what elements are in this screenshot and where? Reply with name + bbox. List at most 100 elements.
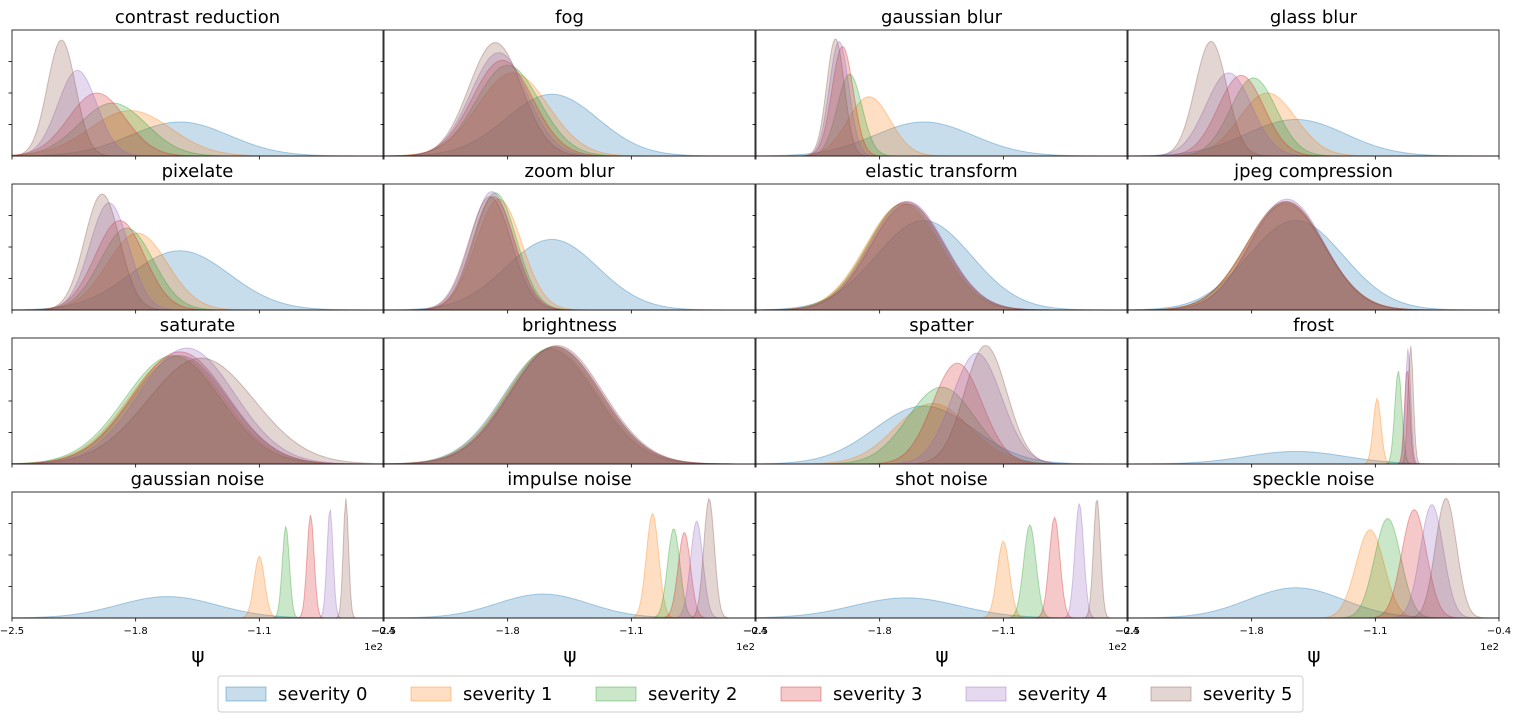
panel-title: fog xyxy=(555,7,584,28)
kde-curves xyxy=(1127,198,1500,311)
x-tick-label: −1.1 xyxy=(619,626,643,637)
legend-entry: severity 4 xyxy=(965,684,1107,705)
panel-title: spatter xyxy=(909,315,974,336)
panel-shot-noise: shot noise −2.5 −1.8 −1.1 −0.4 1e2 ψ xyxy=(744,469,1139,667)
x-tick-label: −0.4 xyxy=(371,626,395,637)
x-tick-label: −0.4 xyxy=(743,626,767,637)
x-tick-label: −1.1 xyxy=(1363,626,1387,637)
x-tick-label: −2.5 xyxy=(744,626,768,637)
x-tick-label: −2.5 xyxy=(372,626,396,637)
panel-title: gaussian blur xyxy=(881,7,1003,28)
panel-title: frost xyxy=(1293,315,1334,336)
legend-entry: severity 2 xyxy=(595,684,737,705)
panel-pixelate: pixelate xyxy=(8,161,384,314)
kde-severity-5 xyxy=(1127,201,1499,311)
legend-swatch xyxy=(965,686,1007,702)
x-tick-label: −1.8 xyxy=(124,626,148,637)
legend-label: severity 5 xyxy=(1203,684,1292,705)
kde-severity-0 xyxy=(755,220,1128,311)
kde-curves xyxy=(11,193,384,311)
kde-curves xyxy=(1127,497,1499,619)
kde-severity-5 xyxy=(755,203,1127,311)
x-axis-label: ψ xyxy=(935,643,948,667)
legend-entry: severity 5 xyxy=(1150,684,1292,705)
x-offset-label: 1e2 xyxy=(736,642,755,653)
kde-severity-0 xyxy=(383,93,755,157)
panel-title: impulse noise xyxy=(507,469,631,490)
x-axis-label: ψ xyxy=(563,643,576,667)
legend-entry: severity 1 xyxy=(410,684,552,705)
panel-title: contrast reduction xyxy=(115,7,280,28)
panel-contrast-reduction: contrast reduction xyxy=(8,7,384,160)
x-tick-label: −0.4 xyxy=(1115,626,1139,637)
x-tick-label: −2.5 xyxy=(0,626,24,637)
x-offset-label: 1e2 xyxy=(364,642,383,653)
legend-swatch xyxy=(410,686,452,702)
kde-curves xyxy=(755,345,1128,465)
x-tick-label: −0.4 xyxy=(1487,626,1511,637)
x-tick-label: −1.1 xyxy=(991,626,1015,637)
kde-severity-3 xyxy=(11,351,384,465)
kde-severity-2 xyxy=(11,355,384,465)
legend-label: severity 2 xyxy=(648,684,737,705)
kde-severity-4 xyxy=(1128,348,1499,465)
panel-title: zoom blur xyxy=(525,161,616,182)
kde-curves xyxy=(383,497,755,619)
panel-gaussian-blur: gaussian blur xyxy=(752,7,1128,160)
kde-curves xyxy=(11,39,384,157)
panel-gaussian-noise: gaussian noise −2.5 −1.8 −1.1 −0.4 1e2 ψ xyxy=(0,469,395,667)
legend-entry: severity 3 xyxy=(780,684,922,705)
panel-title: elastic transform xyxy=(865,161,1017,182)
kde-severity-5 xyxy=(11,357,384,465)
panel-grid: contrast reduction fog gaussian blur glass … xyxy=(0,7,1511,667)
panel-title: jpeg compression xyxy=(1233,161,1393,182)
kde-curves xyxy=(11,347,384,465)
x-tick-label: −1.8 xyxy=(868,626,892,637)
panel-impulse-noise: impulse noise −2.5 −1.8 −1.1 −0.4 1e2 ψ xyxy=(372,469,767,667)
legend-label: severity 4 xyxy=(1018,684,1107,705)
kde-curves xyxy=(1127,40,1500,157)
kde-curves xyxy=(1127,345,1499,465)
legend-label: severity 1 xyxy=(463,684,552,705)
kde-curves xyxy=(755,38,1128,157)
x-tick-label: −1.8 xyxy=(496,626,520,637)
panel-title: glass blur xyxy=(1270,7,1358,28)
legend-frame xyxy=(217,675,1304,713)
kde-severity-3 xyxy=(383,346,756,465)
kde-severity-1 xyxy=(383,347,756,465)
panel-title: shot noise xyxy=(895,469,987,490)
kde-severity-0 xyxy=(1127,118,1500,157)
x-tick-label: −2.5 xyxy=(1116,626,1140,637)
kde-severity-0 xyxy=(11,250,384,311)
legend-swatch xyxy=(1150,686,1192,702)
x-axis-label: ψ xyxy=(1307,643,1320,667)
legend-swatch xyxy=(225,686,267,702)
legend-label: severity 3 xyxy=(833,684,922,705)
kde-severity-2 xyxy=(383,346,756,465)
kde-curves xyxy=(755,499,1127,619)
kde-curves xyxy=(383,191,755,311)
legend-entry: severity 0 xyxy=(225,684,367,705)
legend-swatch xyxy=(595,686,637,702)
panel-title: brightness xyxy=(522,315,617,336)
kde-severity-2 xyxy=(1128,370,1499,465)
panel-title: saturate xyxy=(160,315,235,336)
kde-severity-0 xyxy=(1127,220,1500,311)
kde-severity-0 xyxy=(383,348,756,465)
panel-spatter: spatter xyxy=(752,315,1128,468)
kde-severity-4 xyxy=(383,346,756,465)
kde-severity-1 xyxy=(11,355,384,465)
kde-severity-0 xyxy=(11,355,384,465)
panel-glass-blur: glass blur xyxy=(1124,7,1500,160)
kde-severity-0 xyxy=(11,121,384,157)
x-tick-label: −1.1 xyxy=(247,626,271,637)
kde-severity-5 xyxy=(383,345,756,465)
axes-frame xyxy=(1127,337,1500,465)
kde-curves xyxy=(383,345,756,465)
kde-severity-0 xyxy=(383,238,755,311)
kde-severity-0 xyxy=(755,405,1128,465)
kde-severity-5 xyxy=(1128,345,1499,465)
kde-curves xyxy=(11,498,383,619)
x-offset-label: 1e2 xyxy=(1108,642,1127,653)
